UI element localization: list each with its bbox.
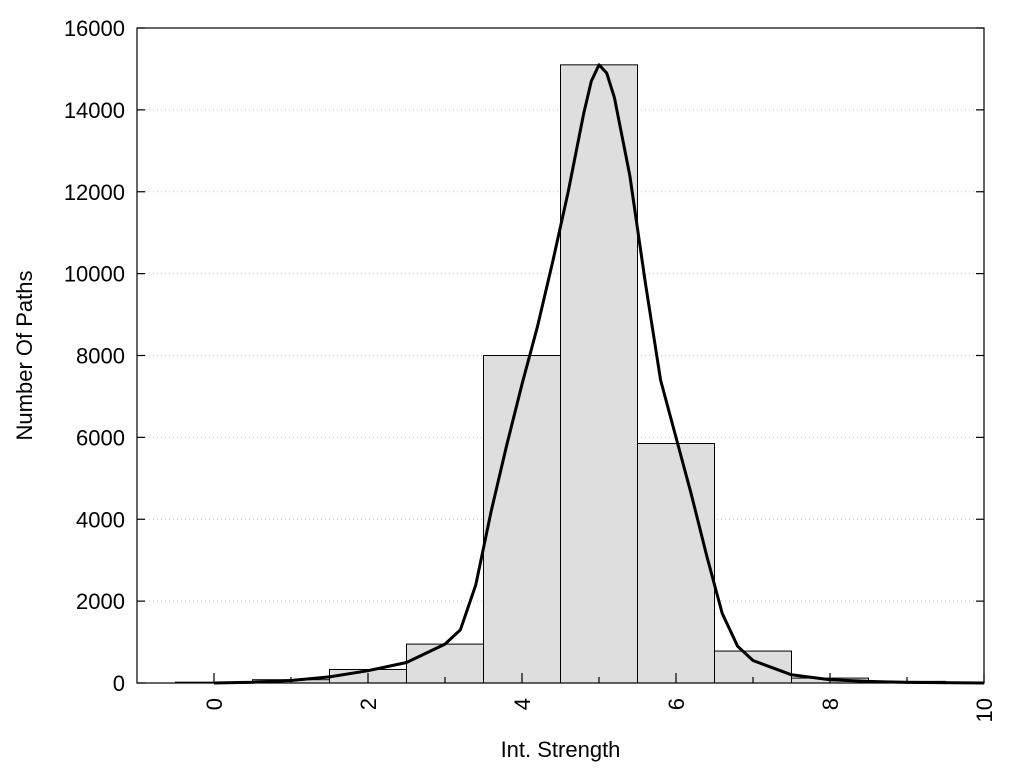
y-tick-label: 16000 (64, 16, 125, 41)
histogram-bar (483, 355, 561, 684)
fit-curve-line (213, 63, 985, 685)
y-tick-label: 8000 (76, 344, 125, 369)
y-tick-label: 4000 (76, 507, 125, 532)
x-tick-label: 2 (356, 698, 381, 710)
axis-ticks (137, 27, 985, 684)
histogram-bar (637, 443, 715, 684)
y-tick-label: 12000 (64, 180, 125, 205)
x-tick-labels: 0 2 4 6 8 10 (202, 698, 997, 722)
y-tick-labels: 0 2000 4000 6000 8000 10000 12000 14000 16000 (64, 16, 125, 696)
x-tick-label: 4 (510, 698, 535, 710)
y-tick-label: 14000 (64, 98, 125, 123)
y-tick-label: 10000 (64, 262, 125, 287)
x-axis-title: Int. Strength (501, 737, 621, 762)
x-tick-label: 0 (202, 698, 227, 710)
x-tick-label: 8 (818, 698, 843, 710)
x-tick-label: 6 (664, 698, 689, 710)
x-tick-label: 10 (972, 698, 997, 722)
y-tick-label: 0 (113, 671, 125, 696)
y-tick-label: 2000 (76, 589, 125, 614)
y-axis-title: Number Of Paths (12, 271, 37, 441)
y-tick-label: 6000 (76, 425, 125, 450)
